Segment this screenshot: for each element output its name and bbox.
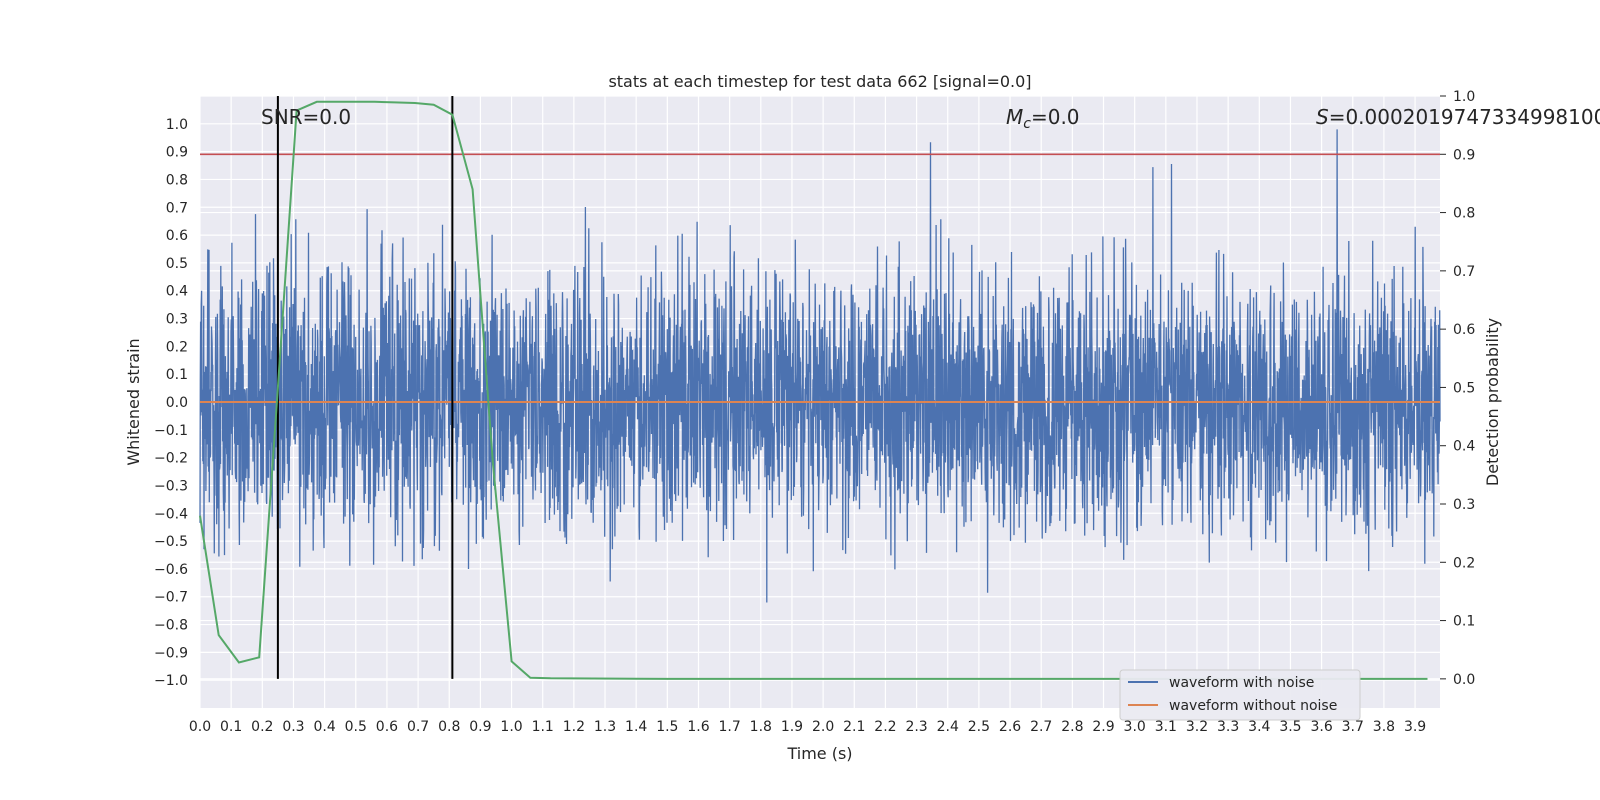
x-tick-label: 2.6 [999, 719, 1021, 735]
x-tick-label: 3.2 [1186, 719, 1208, 735]
y-tick-label: −0.4 [154, 506, 188, 522]
x-tick-label: 2.8 [1061, 719, 1083, 735]
legend: waveform with noise waveform without noi… [1119, 669, 1361, 721]
x-tick-label: 1.4 [625, 719, 647, 735]
y2-tick-labels: 1.0 0.9 0.8 0.7 0.6 0.5 0.4 0.3 0.2 0.1 0.0 [1440, 89, 1475, 688]
y2-axis-label: Detection probability [1483, 318, 1502, 486]
y-tick-label: 0.3 [166, 312, 188, 328]
x-tick-label: 0.5 [345, 719, 367, 735]
x-tick-label: 0.7 [407, 719, 429, 735]
y-tick-label: −0.1 [154, 423, 188, 439]
y2-tick-label: 1.0 [1453, 89, 1475, 105]
mc-symbol: M [1006, 105, 1023, 129]
x-tick-label: 1.1 [532, 719, 554, 735]
s-symbol: S [1316, 105, 1329, 129]
x-tick-labels: 0.0 0.1 0.2 0.3 0.4 0.5 0.6 0.7 0.8 0.9 1.0 1.1 1.2 1… [189, 719, 1426, 735]
y-tick-label: 0.6 [166, 228, 188, 244]
x-tick-label: 3.8 [1373, 719, 1395, 735]
x-tick-label: 1.3 [594, 719, 616, 735]
y-tick-label: 0.1 [166, 367, 188, 383]
x-tick-label: 0.1 [220, 719, 242, 735]
x-tick-label: 3.4 [1248, 719, 1270, 735]
x-tick-label: 0.6 [376, 719, 398, 735]
y2-tick-label: 0.4 [1453, 439, 1475, 455]
x-tick-label: 0.4 [313, 719, 335, 735]
y-tick-label: 1.0 [166, 117, 188, 133]
x-tick-label: 3.0 [1124, 719, 1146, 735]
y-tick-label: 0.5 [166, 256, 188, 272]
s-value: =0.0002019747334998100 [1329, 105, 1600, 129]
x-tick-label: 3.1 [1155, 719, 1177, 735]
x-tick-label: 1.9 [781, 719, 803, 735]
x-tick-label: 2.7 [1030, 719, 1052, 735]
y2-tick-label: 0.9 [1453, 147, 1475, 163]
y-tick-label: 0.2 [166, 339, 188, 355]
x-tick-label: 0.9 [469, 719, 491, 735]
y-tick-label: −0.2 [154, 451, 188, 467]
y2-tick-label: 0.6 [1453, 322, 1475, 338]
y-tick-label: −0.9 [154, 645, 188, 661]
x-tick-label: 1.7 [719, 719, 741, 735]
x-tick-label: 0.8 [438, 719, 460, 735]
y2-tick-label: 0.8 [1453, 206, 1475, 222]
mc-value: =0.0 [1031, 105, 1080, 129]
noise-series [199, 129, 1441, 603]
y-axis-label: Whitened strain [124, 338, 143, 465]
x-tick-label: 1.2 [563, 719, 585, 735]
x-tick-label: 0.2 [251, 719, 273, 735]
x-tick-label: 1.6 [687, 719, 709, 735]
y-tick-label: −0.5 [154, 534, 188, 550]
detection-probability-line [199, 100, 1428, 680]
chart-title: stats at each timestep for test data 662… [608, 72, 1031, 91]
x-tick-label: 3.3 [1217, 719, 1239, 735]
s-annotation: S=0.0002019747334998100 [1316, 105, 1600, 129]
y-tick-labels: 1.0 0.9 0.8 0.7 0.6 0.5 0.4 0.3 0.2 0.1 0.0 −0.1 −0.… [154, 117, 188, 689]
x-tick-label: 2.3 [905, 719, 927, 735]
x-tick-label: 2.9 [1092, 719, 1114, 735]
x-tick-label: 0.3 [282, 719, 304, 735]
x-tick-label: 1.0 [500, 719, 522, 735]
y-tick-label: 0.4 [166, 284, 188, 300]
y2-tick-label: 0.5 [1453, 380, 1475, 396]
x-tick-label: 3.5 [1279, 719, 1301, 735]
y-tick-label: −0.8 [154, 618, 188, 634]
x-tick-label: 2.4 [937, 719, 959, 735]
legend-label-noise: waveform with noise [1169, 675, 1314, 691]
x-tick-label: 0.0 [189, 719, 211, 735]
y2-tick-label: 0.3 [1453, 497, 1475, 513]
y-tick-label: 0.9 [166, 145, 188, 161]
y2-tick-label: 0.7 [1453, 264, 1475, 280]
x-tick-label: 3.7 [1342, 719, 1364, 735]
x-tick-label: 2.0 [812, 719, 834, 735]
x-tick-label: 3.9 [1404, 719, 1426, 735]
legend-box [1119, 669, 1361, 721]
x-tick-label: 2.1 [843, 719, 865, 735]
y2-tick-label: 0.0 [1453, 672, 1475, 688]
y2-tick-label: 0.2 [1453, 555, 1475, 571]
overlays [199, 96, 1440, 680]
x-tick-label: 2.5 [968, 719, 990, 735]
legend-label-clean: waveform without noise [1169, 698, 1337, 714]
y-tick-label: −1.0 [154, 673, 188, 689]
mc-subscript: c [1023, 116, 1031, 132]
y-tick-label: 0.8 [166, 172, 188, 188]
y-tick-label: 0.7 [166, 200, 188, 216]
y2-tick-label: 0.1 [1453, 614, 1475, 630]
mc-annotation: Mc=0.0 [1006, 105, 1080, 132]
snr-annotation: SNR=0.0 [261, 105, 351, 129]
y-tick-label: −0.6 [154, 562, 188, 578]
x-tick-label: 2.2 [874, 719, 896, 735]
y-tick-label: 0.0 [166, 395, 188, 411]
x-tick-label: 1.8 [750, 719, 772, 735]
x-tick-label: 1.5 [656, 719, 678, 735]
y-tick-label: −0.7 [154, 590, 188, 606]
y-tick-label: −0.3 [154, 478, 188, 494]
x-axis-label: Time (s) [786, 744, 852, 763]
x-tick-label: 3.6 [1310, 719, 1332, 735]
waveform-with-noise-line [199, 129, 1441, 603]
